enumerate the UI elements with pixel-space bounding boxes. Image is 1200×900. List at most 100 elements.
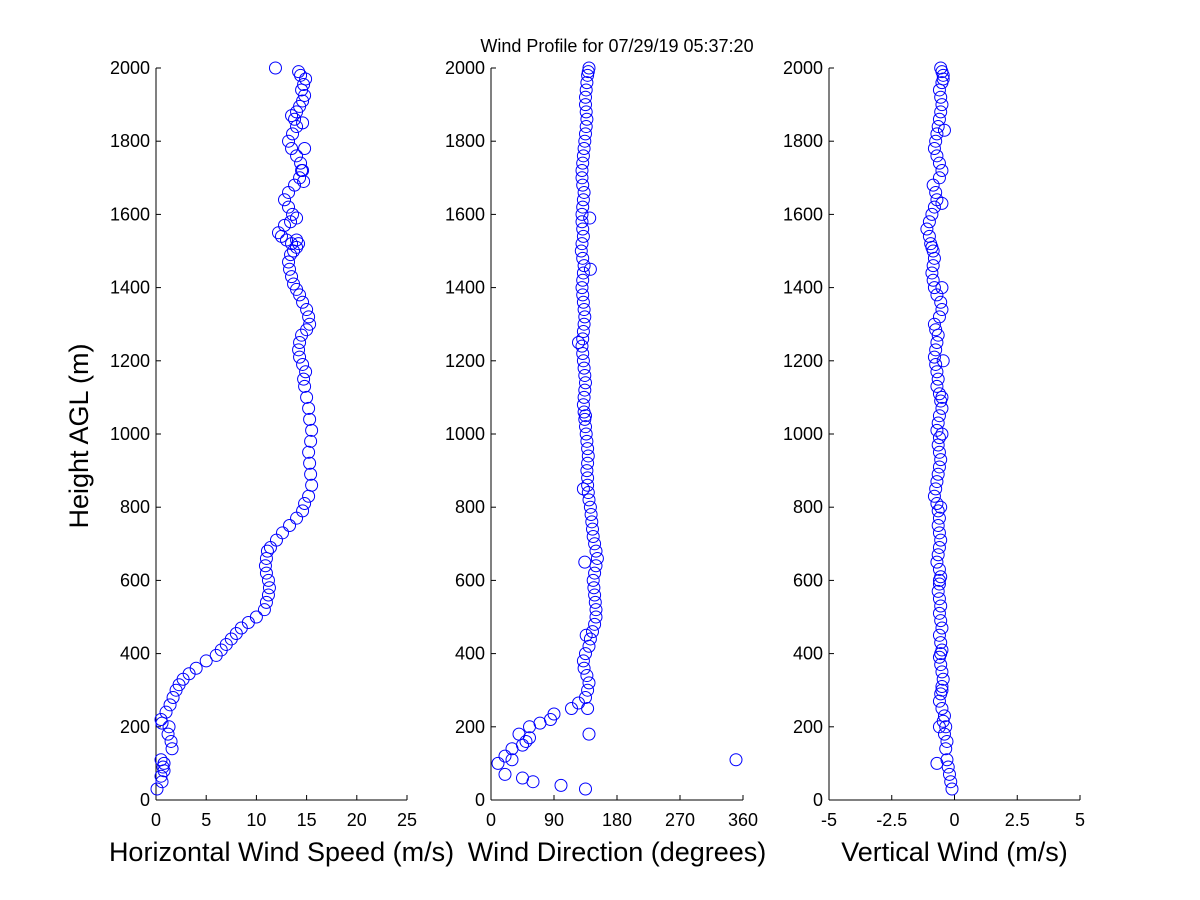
data-point (578, 134, 592, 148)
data-point (934, 500, 948, 514)
data-point (590, 551, 604, 565)
data-point (294, 156, 308, 170)
data-point (587, 581, 601, 595)
data-point (588, 537, 602, 551)
data-point (298, 497, 312, 511)
y-axis-label: Height AGL (m) (64, 343, 94, 528)
y-tick-label: 1800 (783, 131, 823, 151)
data-point (937, 709, 951, 723)
data-point (932, 511, 946, 525)
data-point (931, 467, 945, 481)
data-point (572, 336, 585, 349)
data-point (554, 778, 568, 792)
data-point (297, 372, 311, 386)
data-point (576, 222, 590, 236)
data-point (575, 237, 589, 251)
y-tick-label: 2000 (783, 58, 823, 78)
data-point (589, 610, 603, 624)
data-point (934, 453, 948, 467)
data-point (583, 500, 597, 514)
data-point (576, 266, 590, 280)
data-point (581, 702, 595, 715)
data-point (927, 317, 941, 331)
data-point (516, 771, 529, 785)
data-point (934, 658, 948, 672)
data-point (932, 431, 946, 445)
data-point (292, 65, 306, 79)
data-point (298, 142, 312, 156)
data-point (585, 515, 599, 529)
data-point (579, 83, 593, 97)
y-tick-label: 0 (140, 790, 150, 810)
data-point (581, 471, 595, 485)
data-point (576, 654, 590, 668)
data-point (932, 562, 946, 576)
data-point (498, 767, 512, 781)
data-point (939, 742, 953, 756)
data-point (288, 112, 302, 126)
data-point (934, 105, 948, 119)
data-point (290, 211, 304, 225)
y-tick-label: 1200 (783, 351, 823, 371)
data-point (575, 163, 589, 177)
data-point (584, 508, 598, 522)
data-point (930, 288, 944, 302)
data-point (287, 277, 301, 291)
y-tick-label: 0 (813, 790, 823, 810)
data-point (578, 368, 592, 382)
data-point (930, 379, 944, 393)
data-point (932, 606, 946, 620)
data-point (930, 336, 944, 349)
data-point (925, 207, 939, 221)
y-tick-label: 1600 (783, 204, 823, 224)
data-point (575, 207, 589, 221)
y-tick-label: 1200 (445, 351, 485, 371)
data-point (588, 588, 602, 602)
data-point (579, 409, 592, 423)
data-point (930, 497, 944, 511)
y-tick-label: 600 (455, 570, 485, 590)
data-point (295, 163, 309, 177)
y-tick-label: 1400 (110, 278, 150, 298)
data-point (586, 573, 600, 587)
data-point (579, 376, 592, 390)
data-point (297, 77, 311, 91)
data-point (586, 625, 599, 639)
x-tick-label: 180 (602, 810, 632, 830)
data-point (926, 273, 940, 287)
data-point (932, 720, 946, 734)
data-point (920, 222, 934, 236)
data-point (576, 200, 590, 214)
data-point (932, 540, 946, 554)
y-tick-label: 800 (455, 497, 485, 517)
data-point (579, 98, 592, 112)
data-point (578, 383, 592, 397)
y-tick-label: 400 (120, 644, 150, 664)
data-point (937, 123, 951, 137)
data-point (282, 200, 296, 214)
data-point (292, 343, 306, 357)
data-point (936, 354, 950, 368)
data-point (292, 237, 306, 251)
y-tick-label: 1400 (445, 278, 485, 298)
x-tick-label: 15 (297, 810, 317, 830)
data-point (305, 478, 319, 492)
data-point (575, 215, 589, 229)
data-point (929, 323, 943, 337)
data-point (588, 595, 602, 609)
data-point (498, 749, 512, 763)
data-point (922, 215, 936, 229)
data-point (939, 720, 953, 734)
y-tick-label: 1800 (110, 131, 150, 151)
x-axis-label: Wind Direction (degrees) (468, 837, 767, 867)
data-point (583, 632, 597, 646)
x-tick-label: 5 (201, 810, 211, 830)
data-point (588, 566, 602, 580)
data-point (580, 464, 594, 478)
data-point (934, 647, 948, 661)
data-point (296, 504, 310, 518)
data-point (588, 617, 602, 631)
data-point (154, 712, 168, 726)
data-point (305, 423, 319, 437)
